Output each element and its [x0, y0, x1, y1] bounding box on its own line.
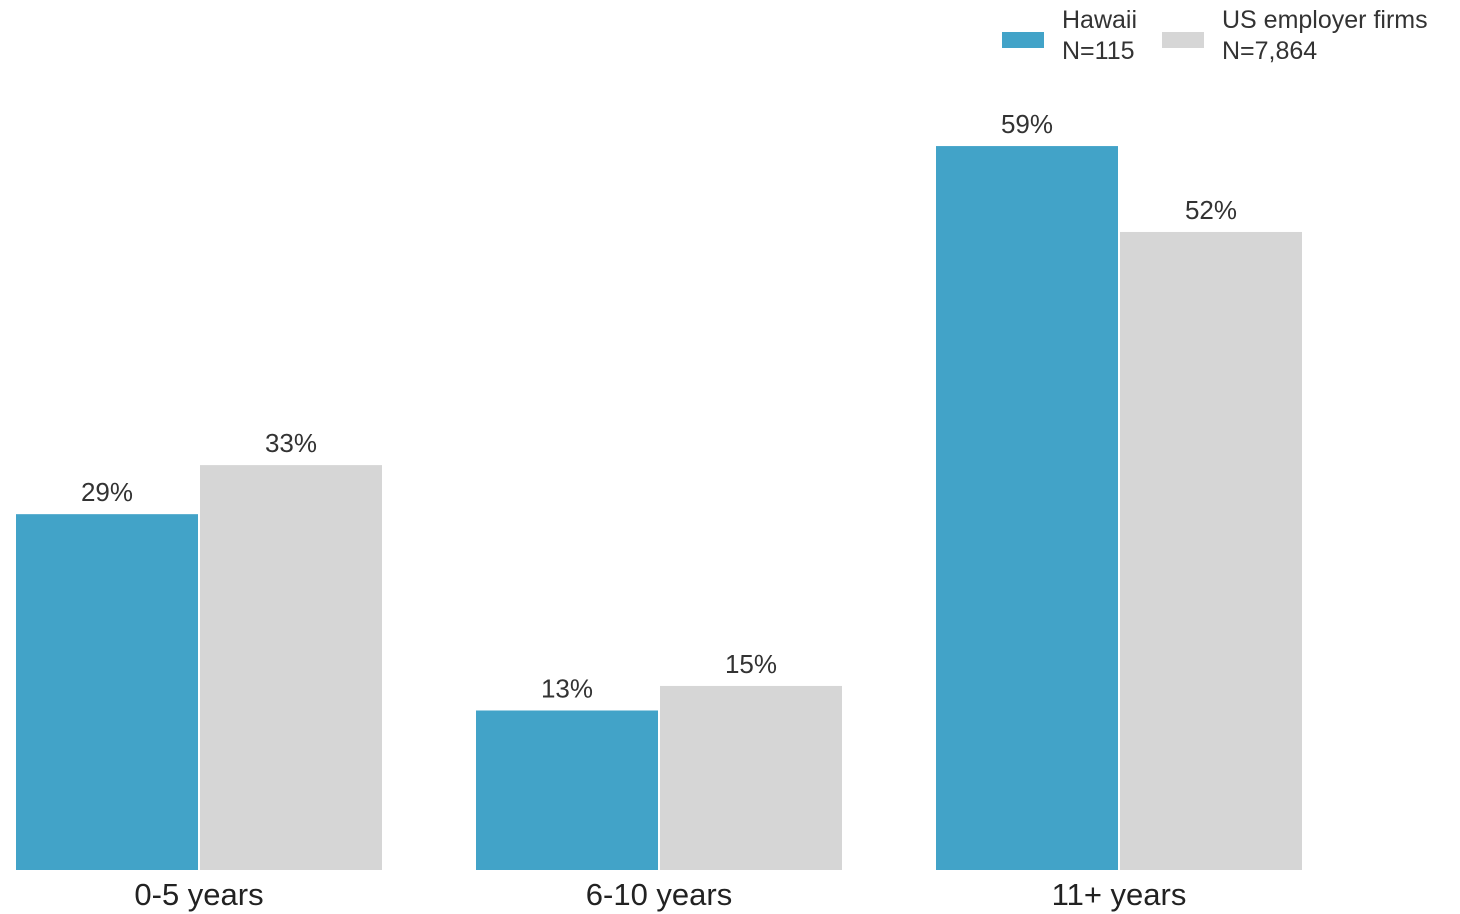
data-label-hawaii-11-years: 59%: [1001, 109, 1053, 139]
legend: Hawaii N=115 US employer firms N=7,864: [1002, 6, 1428, 65]
x-tick-label-6-10-years: 6-10 years: [586, 877, 732, 912]
legend-swatch-hawaii: [1002, 32, 1044, 48]
legend-label-us-employer-firms: US employer firms: [1222, 6, 1428, 34]
bar-hawaii-11-years: [936, 146, 1118, 870]
legend-label-hawaii: Hawaii: [1062, 6, 1137, 34]
bar-us-employer-firms-6-10-years: [660, 685, 842, 870]
data-label-us-employer-firms-0-5-years: 33%: [265, 428, 317, 458]
legend-sample-hawaii: N=115: [1062, 37, 1135, 65]
x-tick-label-0-5-years: 0-5 years: [134, 877, 263, 912]
x-axis-tick-labels: 0-5 years 6-10 years 11+ years: [134, 877, 1186, 912]
data-label-us-employer-firms-11-years: 52%: [1185, 195, 1237, 225]
bar-hawaii-6-10-years: [476, 710, 658, 870]
bars-group: [16, 146, 1302, 870]
x-tick-label-11-years: 11+ years: [1052, 877, 1187, 912]
bar-us-employer-firms-0-5-years: [200, 465, 382, 870]
legend-swatch-us-employer-firms: [1162, 32, 1204, 48]
data-label-hawaii-6-10-years: 13%: [541, 673, 593, 703]
bar-hawaii-0-5-years: [16, 514, 198, 870]
data-label-us-employer-firms-6-10-years: 15%: [725, 649, 777, 679]
data-label-hawaii-0-5-years: 29%: [81, 477, 133, 507]
data-labels-group: 29% 33% 13% 15% 59% 52%: [81, 109, 1237, 703]
legend-sample-us-employer-firms: N=7,864: [1222, 37, 1317, 65]
bar-us-employer-firms-11-years: [1120, 231, 1302, 870]
